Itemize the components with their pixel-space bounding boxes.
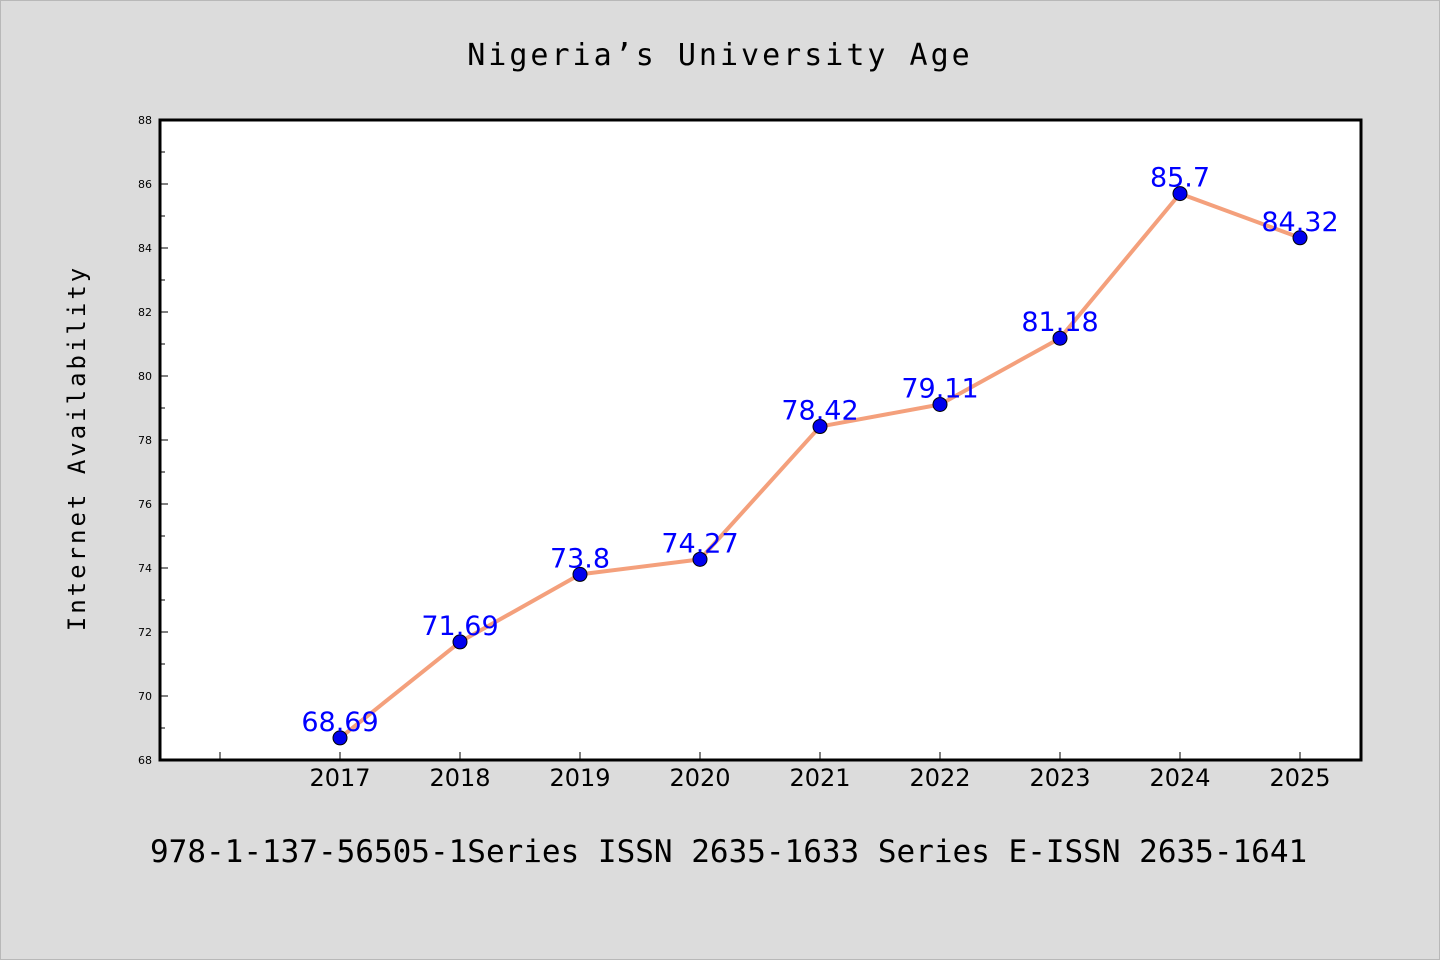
y-tick-label-72: 72 bbox=[138, 626, 152, 639]
x-tick-label-2024: 2024 bbox=[1149, 764, 1210, 792]
data-point-2021 bbox=[812, 419, 828, 435]
x-tick-label-2025: 2025 bbox=[1269, 764, 1330, 792]
data-point-2025 bbox=[1292, 230, 1308, 246]
y-tick-label-76: 76 bbox=[138, 498, 152, 511]
data-point-2022 bbox=[932, 396, 948, 412]
y-tick-label-74: 74 bbox=[138, 562, 152, 575]
y-tick-label-70: 70 bbox=[138, 690, 152, 703]
data-label-2020: 74.27 bbox=[661, 528, 738, 559]
y-tick-label-82: 82 bbox=[138, 306, 152, 319]
data-label-2023: 81.18 bbox=[1021, 307, 1098, 338]
data-label-2021: 78.42 bbox=[781, 396, 858, 427]
data-point-2023 bbox=[1052, 330, 1068, 346]
data-label-2017: 68.69 bbox=[301, 707, 378, 738]
data-label-2019: 73.8 bbox=[550, 543, 610, 574]
data-label-2025: 84.32 bbox=[1261, 207, 1338, 238]
x-tick-label-2021: 2021 bbox=[789, 764, 850, 792]
y-tick-label-88: 88 bbox=[138, 114, 152, 127]
x-tick-label-2022: 2022 bbox=[909, 764, 970, 792]
data-point-2017 bbox=[332, 730, 348, 746]
x-tick-label-2017: 2017 bbox=[309, 764, 370, 792]
data-point-2024 bbox=[1172, 186, 1188, 202]
data-point-2018 bbox=[452, 634, 468, 650]
x-axis: 2017 2018 2019 2020 2021 2022 2023 2024 2025 bbox=[219, 752, 1331, 792]
chart-title: Nigeria’s University Age bbox=[467, 38, 973, 73]
data-label-2018: 71.69 bbox=[421, 611, 498, 642]
data-point-2019 bbox=[572, 566, 588, 582]
y-tick-label-68: 68 bbox=[138, 754, 152, 767]
data-markers bbox=[332, 186, 1308, 746]
data-labels: 68.69 71.69 73.8 74.27 78.42 79.11 81.18 85.7 84… bbox=[301, 163, 1338, 738]
y-tick-label-86: 86 bbox=[138, 178, 152, 191]
data-point-2020 bbox=[692, 551, 708, 567]
y-axis: 68 70 72 74 76 78 80 82 84 86 88 bbox=[138, 114, 168, 767]
plot-area bbox=[158, 118, 1363, 762]
y-tick-label-84: 84 bbox=[138, 242, 152, 255]
x-tick-label-2019: 2019 bbox=[549, 764, 610, 792]
x-tick-label-2018: 2018 bbox=[429, 764, 490, 792]
data-label-2022: 79.11 bbox=[901, 373, 978, 404]
y-tick-label-78: 78 bbox=[138, 434, 152, 447]
footer-text: 978-1-137-56505-1Series ISSN 2635-1633 S… bbox=[150, 834, 1308, 870]
x-tick-label-2023: 2023 bbox=[1029, 764, 1090, 792]
data-label-2024: 85.7 bbox=[1150, 163, 1210, 194]
y-tick-label-80: 80 bbox=[138, 370, 152, 383]
x-tick-label-2020: 2020 bbox=[669, 764, 730, 792]
